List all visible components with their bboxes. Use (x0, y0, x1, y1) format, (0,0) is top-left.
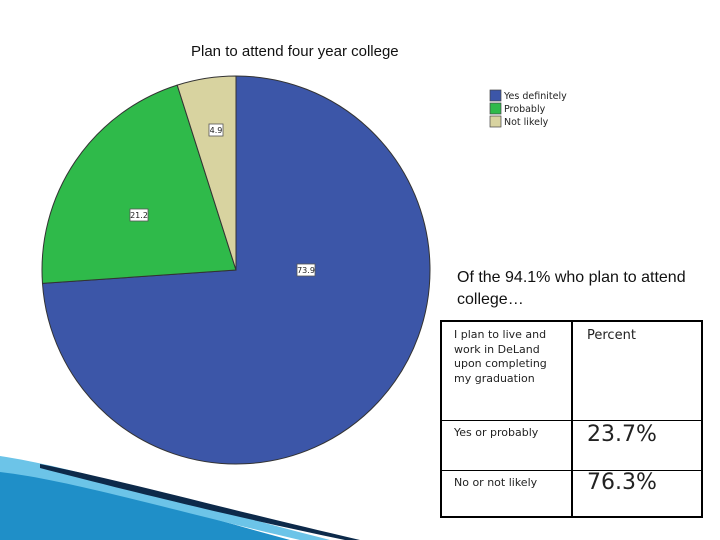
table-header-row: I plan to live and work in DeLand upon c… (442, 322, 701, 421)
table-row: No or not likely 76.3% (442, 470, 701, 518)
data-label-text: 4.9 (210, 126, 223, 135)
summary-table: I plan to live and work in DeLand upon c… (440, 320, 703, 518)
data-label: 4.9 (208, 123, 224, 137)
data-label: 73.9 (296, 263, 316, 277)
header-question-cell: I plan to live and work in DeLand upon c… (454, 328, 547, 385)
table-caption: Of the 94.1% who plan to attend college… (457, 269, 686, 308)
legend-swatch (489, 115, 502, 128)
row-value-cell: 76.3% (587, 470, 657, 495)
data-label-box (296, 263, 316, 277)
legend-entry: Yes definitely (503, 91, 567, 102)
legend-swatch (489, 89, 502, 102)
pie-data-labels: 73.9 21.2 4.9 (129, 123, 316, 277)
header-percent-cell: Percent (587, 328, 636, 343)
data-label-box (129, 208, 149, 222)
column-divider (571, 322, 573, 516)
legend-entry: Not likely (504, 117, 549, 128)
data-label-text: 73.9 (297, 266, 315, 275)
row-label-cell: Yes or probably (454, 426, 539, 439)
chart-title: Plan to attend four year college (191, 43, 399, 60)
table-row: Yes or probably 23.7% (442, 420, 701, 471)
chart-legend: Yes definitely Probably Not likely (489, 89, 567, 128)
row-value-cell: 23.7% (587, 422, 657, 447)
legend-entry: Probably (504, 104, 546, 115)
legend-swatch (489, 102, 502, 115)
data-label-text: 21.2 (130, 211, 148, 220)
data-label: 21.2 (129, 208, 149, 222)
row-label-cell: No or not likely (454, 476, 538, 489)
pie-slices (41, 75, 431, 465)
data-label-box (208, 123, 224, 137)
decorative-swoosh (0, 456, 360, 540)
pie-slice-probably (41, 84, 237, 284)
